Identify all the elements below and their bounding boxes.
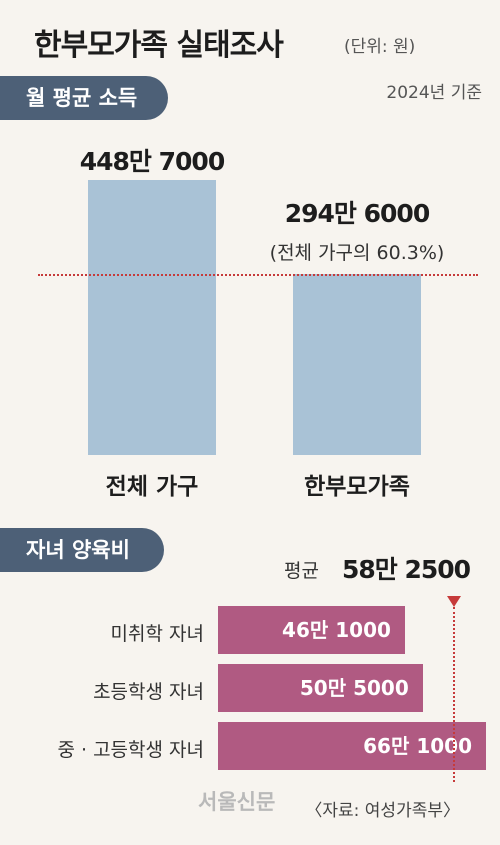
income-value-label: 294만 6000 — [284, 199, 430, 229]
childcare-value-label: 46만 1000 — [282, 618, 391, 642]
childcare-value-label: 66만 1000 — [363, 734, 472, 758]
reference-dotted-line — [38, 274, 478, 277]
income-category-label: 전체 가구 — [105, 474, 199, 500]
childcare-bar — [218, 664, 423, 712]
income-value-label: 448만 7000 — [79, 147, 225, 176]
average-marker-icon — [447, 596, 462, 607]
source-note: 〈자료: 여성가족부〉 — [305, 801, 460, 821]
income-bar — [88, 180, 216, 455]
income-section-title: 월 평균 소득 — [0, 76, 168, 120]
average-value-label: 58만 2500 — [342, 555, 471, 584]
income-ratio-annotation: (전체 가구의 60.3%) — [269, 242, 445, 265]
childcare-category-label: 중 · 고등학생 자녀 — [57, 739, 204, 761]
income-bar — [293, 274, 421, 455]
childcare-category-label: 초등학생 자녀 — [93, 681, 204, 703]
childcare-category-label: 미취학 자녀 — [110, 623, 204, 645]
basis-year: 2024년 기준 — [386, 83, 482, 103]
chart-title: 한부모가족 실태조사 — [34, 28, 284, 63]
childcare-bar — [218, 722, 486, 770]
average-dotted-line — [453, 607, 456, 782]
newspaper-logo: 서울신문 — [198, 789, 276, 814]
income-category-label: 한부모가족 — [304, 474, 410, 500]
average-label: 평균 — [284, 560, 319, 582]
unit-note: (단위: 원) — [344, 37, 416, 57]
childcare-section-title: 자녀 양육비 — [0, 528, 164, 572]
childcare-value-label: 50만 5000 — [299, 676, 409, 700]
childcare-bar — [218, 606, 405, 654]
